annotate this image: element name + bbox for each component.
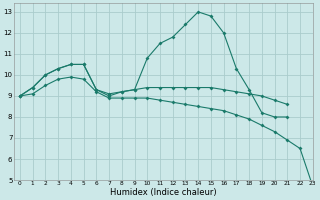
X-axis label: Humidex (Indice chaleur): Humidex (Indice chaleur) [110, 188, 217, 197]
